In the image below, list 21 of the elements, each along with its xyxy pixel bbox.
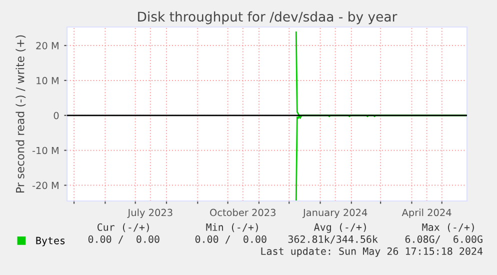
x-tick-label: July 2023: [127, 208, 172, 218]
legend-label: Bytes: [36, 236, 65, 246]
chart-title: Disk throughput for /dev/sdaa - by year: [138, 11, 398, 24]
text: Cur (-/+): [97, 223, 149, 232]
y-axis-title: Pr second read (-) / write (+): [16, 35, 26, 193]
y-tick-label: 0: [54, 112, 59, 120]
y-tick-label: 10 M: [36, 76, 58, 84]
y-tick-label: 20 M: [36, 42, 58, 50]
y-tick-label: -10 M: [32, 146, 58, 154]
x-tick-label: January 2024: [302, 208, 368, 218]
x-tick-label: April 2024: [402, 208, 452, 218]
text: 362.81k/344.56k: [288, 235, 378, 244]
text: Max (-/+): [422, 223, 474, 232]
text: 6.08G/ 6.00G: [405, 235, 482, 244]
x-tick-label: October 2023: [210, 208, 276, 216]
y-tick-label: -20 M: [32, 182, 58, 190]
text: Min (-/+): [206, 223, 258, 232]
text: Last update: Sun May 26 17:15:18 2024: [261, 247, 483, 257]
text: 0.00 / 0.00: [88, 235, 160, 244]
text: 0.00 / 0.00: [195, 235, 266, 244]
text: Avg (-/+): [314, 223, 366, 233]
